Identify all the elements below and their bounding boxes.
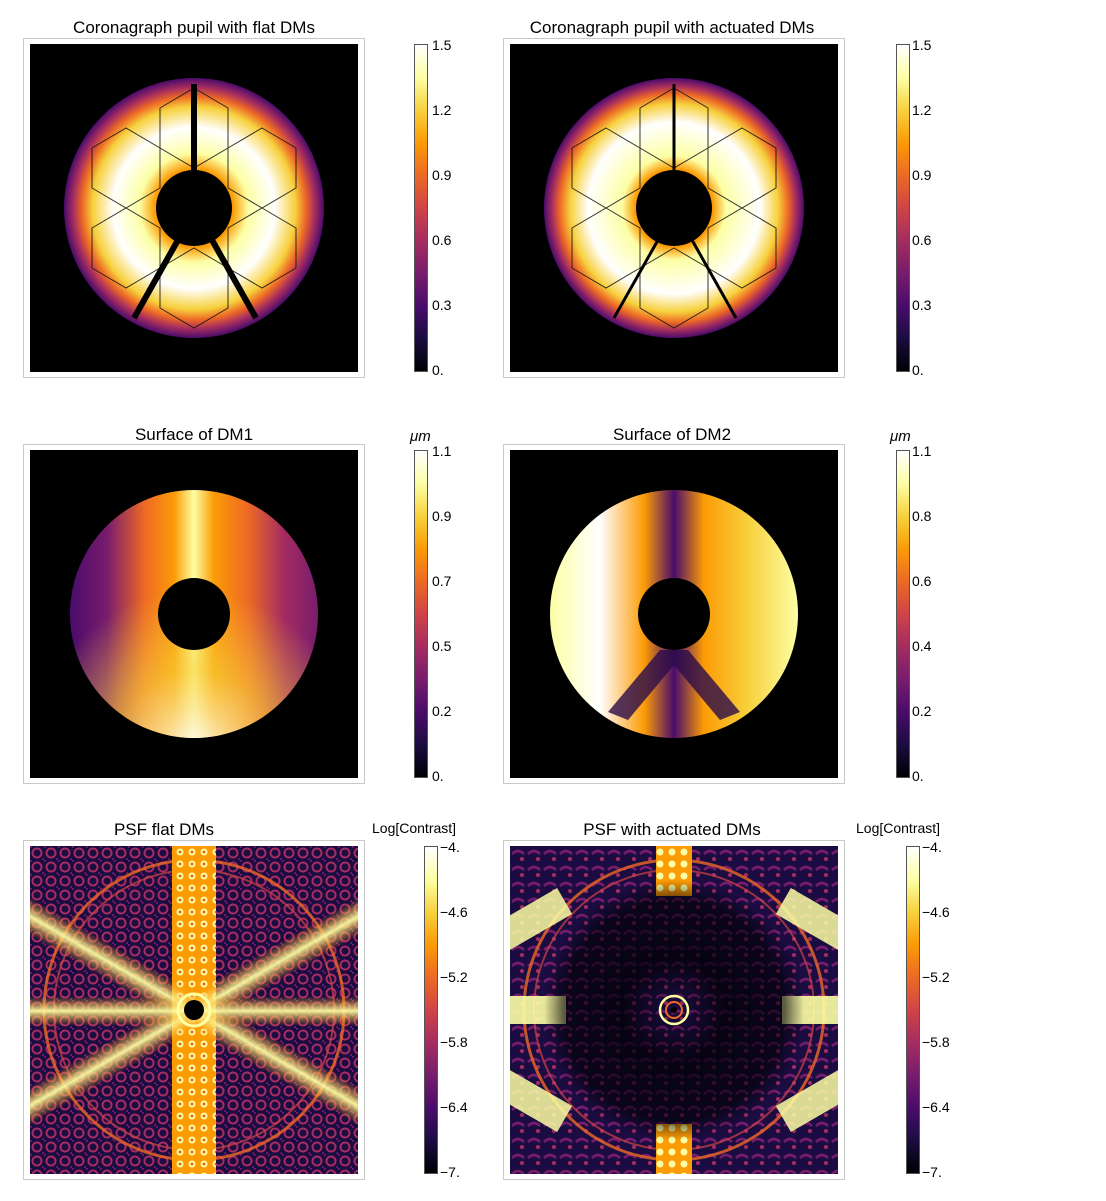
central-obscuration — [638, 578, 710, 650]
colorbar-label: Log[Contrast] — [372, 820, 457, 836]
colorbar — [896, 450, 910, 778]
tick-label: 0.4 — [912, 638, 932, 654]
psf-core — [658, 994, 690, 1026]
tick-label: −6.4 — [922, 1099, 950, 1115]
tick-label: 0.5 — [432, 638, 452, 654]
tick-label: 0. — [912, 362, 924, 378]
pupil-actuated-image — [510, 44, 838, 372]
tick-label: 1.2 — [432, 102, 452, 118]
tick-label: 0.9 — [432, 508, 452, 524]
spider-struts — [131, 84, 259, 320]
tick-label: 1.5 — [432, 37, 452, 53]
tick-label: 1.1 — [432, 443, 452, 459]
tick-label: −4.6 — [440, 904, 468, 920]
dm2-surface-image — [510, 450, 838, 778]
psf-actuated-image — [510, 846, 838, 1174]
tick-label: −5.8 — [440, 1034, 468, 1050]
tick-label: 0.6 — [912, 232, 932, 248]
tick-label: −4.6 — [922, 904, 950, 920]
panel-title: Surface of DM2 — [612, 425, 732, 444]
tick-label: −5.2 — [922, 969, 950, 985]
tick-label: 0.6 — [432, 232, 452, 248]
tick-label: 0.9 — [432, 167, 452, 183]
tick-label: 0.2 — [432, 703, 452, 719]
spider-struts — [612, 84, 738, 319]
colorbar-label: μm — [890, 428, 911, 445]
tick-label: 0. — [432, 362, 444, 378]
colorbar — [414, 450, 428, 778]
tick-label: 0.6 — [912, 573, 932, 589]
pupil-flat-image — [30, 44, 358, 372]
central-obscuration — [156, 170, 232, 246]
psf-flat-image — [30, 846, 358, 1174]
tick-label: −4. — [440, 839, 460, 855]
colorbar-label: Log[Contrast] — [856, 820, 941, 836]
panel-title: Surface of DM1 — [134, 425, 254, 444]
tick-label: 1.2 — [912, 102, 932, 118]
tick-label: 1.5 — [912, 37, 932, 53]
panel-title: Coronagraph pupil with actuated DMs — [529, 18, 815, 37]
panel-title: PSF with actuated DMs — [583, 820, 761, 839]
colorbar — [414, 44, 428, 372]
colorbar — [896, 44, 910, 372]
colorbar — [424, 846, 438, 1174]
tick-label: −4. — [922, 839, 942, 855]
tick-label: 1.1 — [912, 443, 932, 459]
tick-label: 0.8 — [912, 508, 932, 524]
colorbar — [906, 846, 920, 1174]
tick-label: 0.3 — [432, 297, 452, 313]
tick-label: −7. — [440, 1164, 460, 1180]
panel-title: Coronagraph pupil with flat DMs — [73, 18, 315, 37]
central-obscuration — [158, 578, 230, 650]
tick-label: 0.3 — [912, 297, 932, 313]
dm2-dark-ridges — [608, 650, 740, 720]
central-obscuration — [636, 170, 712, 246]
tick-label: 0.7 — [432, 573, 452, 589]
psf-core — [184, 1000, 204, 1020]
tick-label: −5.8 — [922, 1034, 950, 1050]
tick-label: 0. — [432, 768, 444, 784]
tick-label: 0.9 — [912, 167, 932, 183]
panel-title: PSF flat DMs — [113, 820, 215, 839]
tick-label: 0. — [912, 768, 924, 784]
tick-label: 0.2 — [912, 703, 932, 719]
dm1-surface-image — [30, 450, 358, 778]
tick-label: −7. — [922, 1164, 942, 1180]
colorbar-label: μm — [410, 428, 431, 445]
tick-label: −5.2 — [440, 969, 468, 985]
tick-label: −6.4 — [440, 1099, 468, 1115]
